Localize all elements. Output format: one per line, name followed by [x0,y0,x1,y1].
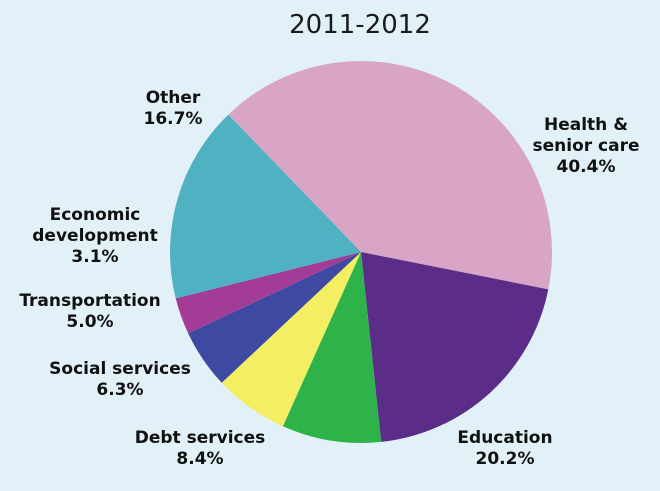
pie-slices [169,61,552,443]
slice-label-debt-services: Debt services [135,428,266,448]
slice-value-other: 16.7% [144,109,203,129]
pie-slice-social-services [221,252,361,427]
slice-label-economic-development: Economic [50,205,141,225]
slice-label-other: Other [146,88,201,108]
slice-label-health-and-senior-care: senior care [532,136,639,156]
slice-value-transportation: 5.0% [66,312,113,332]
slice-value-economic-development: 3.1% [71,247,118,267]
slice-value-debt-services: 8.4% [176,449,223,469]
chart-title: 2011-2012 [289,10,431,40]
slice-label-health-and-senior-care: Health & [544,115,628,135]
pie-slice-economic-development [175,252,361,334]
pie-slice-debt-services [282,252,382,443]
pie-slice-other [169,114,361,299]
slice-value-education: 20.2% [476,449,535,469]
slice-value-health-and-senior-care: 40.4% [557,157,616,177]
slice-value-social-services: 6.3% [96,380,143,400]
pie-slice-transportation [188,252,361,383]
slice-label-economic-development: development [32,226,157,246]
slice-label-transportation: Transportation [19,291,160,311]
slice-label-education: Education [457,428,552,448]
pie-slice-education [361,252,549,442]
slice-label-social-services: Social services [49,359,191,379]
pie-slice-health-and-senior-care [228,61,552,290]
